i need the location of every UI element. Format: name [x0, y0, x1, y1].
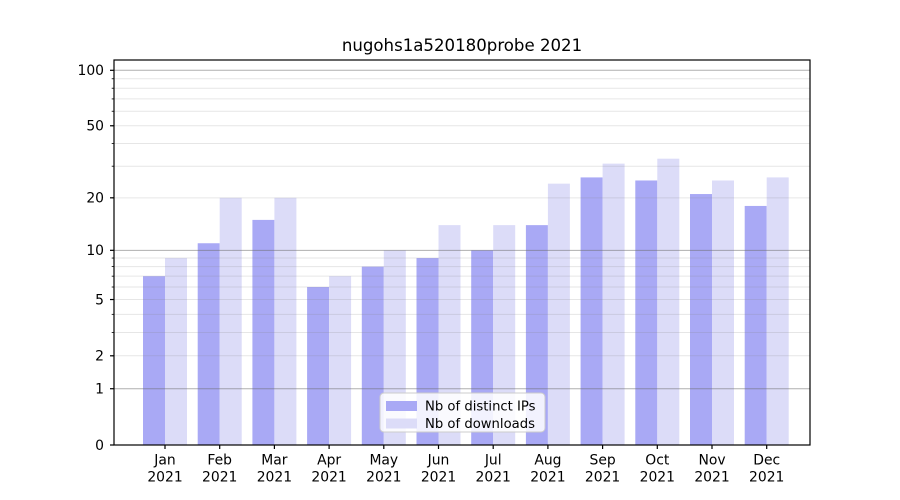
bar-downloads-nov	[712, 180, 734, 445]
y-tick-label-2: 2	[95, 349, 104, 365]
y-tick-label-10: 10	[86, 243, 104, 259]
bar-downloads-jul	[493, 225, 516, 445]
x-tick-label-year-apr: 2021	[311, 470, 346, 486]
x-tick-label-month-feb: Feb	[207, 453, 232, 469]
y-tick-label-5: 5	[95, 292, 104, 308]
bar-downloads-feb	[219, 197, 242, 445]
bar-distinct-ips-may	[361, 266, 384, 445]
legend-swatch-downloads	[386, 418, 417, 429]
bar-distinct-ips-aug	[525, 225, 548, 445]
x-tick-label-year-mar: 2021	[257, 470, 292, 486]
x-tick-label-month-nov: Nov	[698, 453, 725, 469]
bar-distinct-ips-sep	[580, 177, 603, 445]
y-tick-label-0: 0	[95, 438, 104, 454]
bar-distinct-ips-apr	[307, 287, 330, 445]
x-tick-label-year-sep: 2021	[585, 470, 620, 486]
bar-distinct-ips-oct	[635, 180, 658, 445]
bar-downloads-aug	[547, 183, 570, 445]
bar-downloads-dec	[766, 177, 789, 445]
bar-downloads-jun	[438, 225, 461, 445]
x-tick-label-year-jan: 2021	[147, 470, 182, 486]
bar-downloads-oct	[657, 158, 680, 445]
x-tick-label-year-jun: 2021	[421, 470, 456, 486]
chart-title: nugohs1a520180probe 2021	[341, 36, 583, 55]
bar-downloads-jan	[165, 258, 187, 445]
x-tick-label-month-may: May	[369, 453, 398, 469]
x-tick-label-year-jul: 2021	[476, 470, 511, 486]
y-tick-label-20: 20	[86, 191, 104, 207]
x-tick-label-month-oct: Oct	[645, 453, 670, 469]
y-tick-label-1: 1	[95, 382, 104, 398]
x-tick-label-year-may: 2021	[366, 470, 401, 486]
x-tick-label-year-oct: 2021	[640, 470, 675, 486]
x-tick-label-year-feb: 2021	[202, 470, 237, 486]
x-tick-label-month-mar: Mar	[261, 453, 287, 469]
x-tick-label-month-jun: Jun	[427, 453, 450, 469]
plot-frame	[113, 59, 811, 446]
bar-distinct-ips-dec	[744, 205, 767, 445]
x-tick-label-month-jan: Jan	[153, 453, 175, 469]
bar-downloads-mar	[274, 197, 297, 445]
y-tick-label-100: 100	[77, 63, 104, 79]
legend-label-distinct-ips: Nb of distinct IPs	[425, 400, 536, 415]
x-tick-label-month-dec: Dec	[753, 453, 780, 469]
x-tick-label-month-sep: Sep	[590, 453, 616, 469]
bar-distinct-ips-nov	[690, 194, 712, 445]
bar-downloads-apr	[329, 276, 352, 445]
legend-box	[379, 392, 546, 433]
bar-distinct-ips-jan	[143, 276, 165, 445]
x-tick-label-month-apr: Apr	[317, 453, 341, 469]
legend-label-downloads: Nb of downloads	[425, 417, 535, 432]
bar-downloads-sep	[602, 163, 625, 445]
legend-swatch-distinct-ips	[386, 401, 417, 411]
bar-distinct-ips-feb	[197, 243, 220, 445]
x-tick-label-year-dec: 2021	[749, 470, 784, 486]
x-tick-label-month-jul: Jul	[484, 453, 502, 469]
x-tick-label-year-aug: 2021	[530, 470, 565, 486]
x-tick-label-year-nov: 2021	[694, 470, 729, 486]
y-tick-label-50: 50	[86, 119, 104, 135]
x-tick-label-month-aug: Aug	[534, 453, 561, 469]
